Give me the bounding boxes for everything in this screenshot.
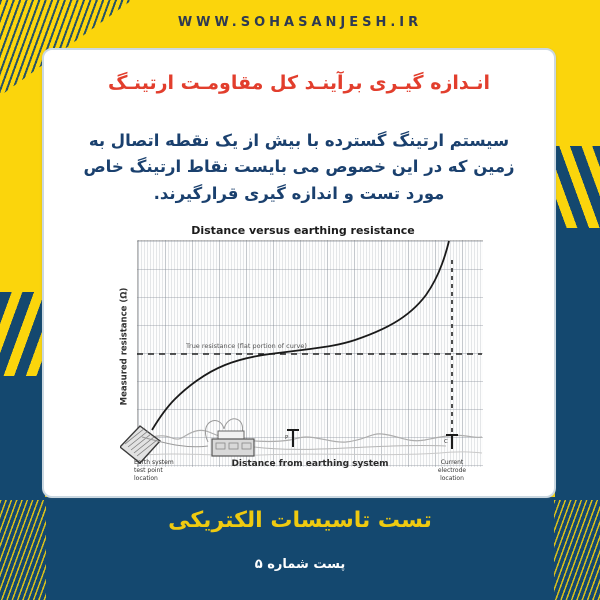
left-diagonal-transition xyxy=(0,292,45,376)
footer-subtitle: پست شماره ۵ xyxy=(254,557,346,572)
right-diagonal-transition xyxy=(555,146,600,228)
p-electrode-marker: P xyxy=(285,435,289,441)
earth-system-label-line1: Earth system xyxy=(134,459,174,466)
earth-system-label-line2: test point xyxy=(134,467,163,474)
footer-title: تست تاسیسات الکتریکی xyxy=(168,508,432,533)
card-body-text: سیستم ارتینگ گسترده با بیش از یک نقطه ات… xyxy=(83,131,515,203)
earthing-resistance-chart: Distance versus earthing resistance Meas… xyxy=(120,222,486,494)
ground-profile-line xyxy=(133,429,483,446)
resistance-curve xyxy=(151,240,450,431)
true-resistance-label: True resistance (flat portion of curve) xyxy=(185,342,307,350)
card-title: انـدازه گیـری برآینـد کل مقاومـت ارتینـگ xyxy=(107,72,491,94)
website-url: WWW.SOHASANJESH.IR xyxy=(177,15,423,30)
wire-to-electrodes xyxy=(253,444,447,450)
earth-tester-instrument xyxy=(211,430,255,457)
p-electrode-stake xyxy=(287,429,299,447)
wire-loops xyxy=(205,418,244,443)
chart-title: Distance versus earthing resistance xyxy=(191,224,415,237)
ground-profile-line-2 xyxy=(133,451,483,457)
c-electrode-stake xyxy=(446,434,458,449)
earth-plate-hatching xyxy=(124,427,158,457)
c-electrode-marker: C xyxy=(444,439,448,445)
current-electrode-label-line2: electrode xyxy=(438,467,467,474)
current-electrode-label-line1: Current xyxy=(441,459,464,466)
chart-x-axis-label: Distance from earthing system xyxy=(231,459,388,469)
test-lead-wire xyxy=(141,436,209,448)
chart-figure-overlay: P C True resistance (flat portion of cur… xyxy=(120,240,483,482)
content-card: انـدازه گیـری برآینـد کل مقاومـت ارتینـگ… xyxy=(42,48,556,498)
bottom-navy-band xyxy=(0,497,600,600)
bottom-right-pinstripes xyxy=(554,500,600,600)
earth-system-label-line3: location xyxy=(134,475,158,482)
current-electrode-label-line3: location xyxy=(440,475,464,482)
bottom-left-pinstripes xyxy=(0,500,46,600)
